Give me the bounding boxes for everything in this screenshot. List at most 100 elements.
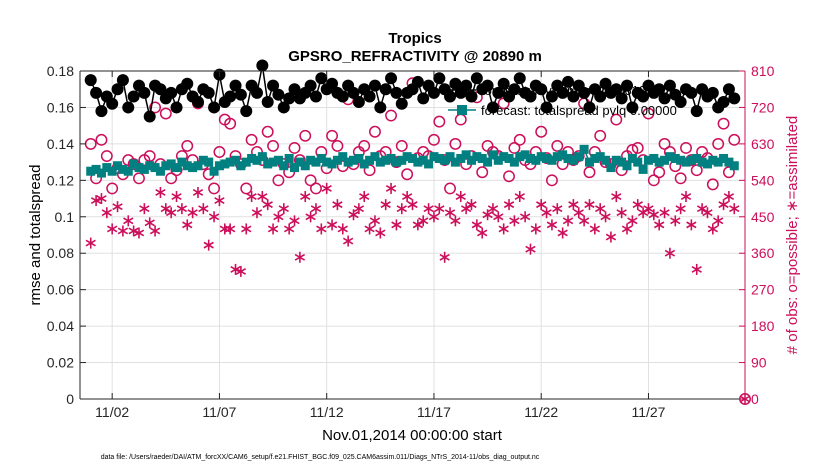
y-right-tick-label: 360 (751, 245, 775, 261)
totalspread-point (129, 159, 139, 169)
obs-assimilated-point (418, 215, 429, 227)
obs-possible-point (165, 172, 178, 185)
obs-assimilated-point (391, 219, 402, 231)
obs-assimilated-point (707, 223, 718, 235)
totalspread-point (354, 153, 364, 163)
obs-possible-point (503, 170, 515, 183)
rmse-point (352, 95, 365, 108)
totalspread-point (145, 161, 155, 171)
rmse-point (385, 72, 398, 85)
obs-possible-point (304, 174, 317, 187)
rmse-point (658, 92, 671, 105)
obs-assimilated-point (278, 203, 289, 215)
obs-possible-point (224, 117, 237, 130)
y-left-tick-label: 0.04 (47, 318, 74, 334)
rmse-point (122, 101, 135, 114)
obs-assimilated-point (654, 219, 665, 231)
rmse-point (154, 83, 167, 96)
y-left-tick-label: 0.1 (55, 209, 75, 225)
rmse-point (540, 101, 553, 114)
rmse-point (336, 90, 349, 103)
obs-assimilated-point (713, 215, 724, 227)
totalspread-point (638, 164, 648, 174)
rmse-point (497, 77, 510, 90)
obs-assimilated-point (509, 215, 520, 227)
obs-assimilated-point (444, 207, 456, 219)
obs-assimilated-point (434, 203, 445, 215)
x-tick-label: 11/22 (524, 404, 558, 420)
rmse-point (277, 101, 290, 114)
rmse-point (411, 75, 424, 88)
totalspread-point (365, 155, 375, 165)
obs-possible-point (149, 101, 162, 114)
obs-assimilated-point (305, 211, 316, 223)
rmse-point (256, 59, 269, 72)
obs-assimilated-point (659, 207, 670, 219)
obs-assimilated-point (332, 199, 343, 211)
totalspread-point (327, 159, 337, 169)
obs-assimilated-point (723, 191, 735, 203)
rmse-series (84, 59, 741, 123)
obs-assimilated-point (471, 219, 483, 231)
rmse-point (304, 79, 317, 92)
obs-assimilated-point (401, 191, 413, 203)
obs-assimilated-point (536, 199, 547, 211)
obs-possible-point (213, 146, 226, 158)
data-file-footnote: data file: /Users/raeder/DAI/ATM_forcXX/… (101, 454, 540, 461)
rmse-point (165, 86, 178, 99)
rmse-point (427, 86, 440, 99)
totalspread-point (397, 155, 407, 165)
totalspread-point (193, 161, 203, 171)
y-left-tick-label: 0.12 (47, 172, 74, 188)
obs-possible-point (331, 139, 344, 152)
rmse-point (347, 86, 360, 99)
obs-possible-point (326, 129, 339, 142)
y-left-tick-label: 0.18 (47, 63, 74, 79)
rmse-point (234, 88, 247, 101)
rmse-point (326, 77, 339, 90)
obs-assimilated-point (139, 203, 150, 215)
obs-possible-point (545, 174, 558, 187)
rmse-point (663, 79, 676, 92)
totalspread-point (708, 155, 718, 165)
totalspread-point (434, 153, 444, 163)
obs-assimilated-point (182, 219, 193, 231)
obs-possible-point (717, 117, 730, 130)
totalspread-point (729, 161, 739, 171)
totalspread-point (252, 155, 262, 165)
obs-possible-point (690, 164, 703, 177)
obs-possible-point (610, 113, 623, 126)
obs-assimilated-point (96, 193, 107, 205)
obs-possible-point (535, 125, 548, 138)
obs-assimilated-point (85, 237, 96, 249)
obs-assimilated-point (675, 203, 686, 215)
rmse-point (181, 77, 194, 90)
obs-assimilated-point (342, 235, 354, 247)
totalspread-point (257, 152, 267, 162)
y-left-tick-label: 0.06 (47, 282, 74, 298)
rmse-point (470, 72, 483, 85)
obs-assimilated-point (310, 203, 322, 215)
totalspread-point (509, 157, 519, 167)
obs-possible-point (658, 137, 671, 150)
obs-assimilated-point (353, 203, 365, 215)
totalspread-point (558, 150, 568, 160)
zero-count-marker (739, 393, 751, 405)
totalspread-point (359, 159, 369, 169)
obs-possible-point (444, 182, 456, 195)
rmse-point (444, 90, 457, 103)
totalspread-point (268, 157, 278, 167)
obs-assimilated-point (691, 263, 702, 275)
rmse-point (95, 105, 108, 118)
obs-assimilated-point (128, 225, 139, 237)
rmse-point (374, 101, 387, 114)
totalspread-point (391, 157, 401, 167)
totalspread-point (284, 153, 294, 163)
obs-possible-point (245, 133, 258, 146)
rmse-point (578, 86, 591, 99)
obs-assimilated-point (144, 217, 155, 229)
totalspread-point (204, 157, 214, 167)
totalspread-point (91, 164, 101, 174)
totalspread-point (370, 152, 380, 162)
rmse-point (465, 90, 478, 103)
